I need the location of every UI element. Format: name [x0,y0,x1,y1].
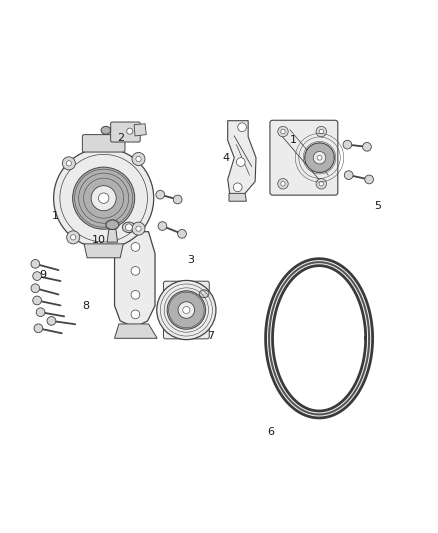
Circle shape [278,126,288,137]
Circle shape [132,222,145,235]
Text: 8: 8 [83,301,90,311]
Circle shape [156,190,165,199]
Text: 2: 2 [117,133,125,143]
Circle shape [158,222,167,230]
Ellipse shape [73,167,135,229]
Circle shape [62,157,75,170]
Ellipse shape [122,222,135,232]
Circle shape [344,171,353,180]
Circle shape [127,128,133,134]
Circle shape [173,195,182,204]
Circle shape [31,284,40,293]
Ellipse shape [157,280,216,340]
Circle shape [183,306,190,313]
Polygon shape [134,124,146,136]
Circle shape [136,156,141,161]
Text: 1: 1 [290,135,297,146]
Ellipse shape [167,291,205,329]
FancyBboxPatch shape [82,135,125,152]
Circle shape [136,226,141,231]
Circle shape [281,130,285,134]
Circle shape [67,231,80,244]
Circle shape [319,182,323,186]
Circle shape [31,260,40,268]
FancyBboxPatch shape [270,120,338,195]
Circle shape [317,155,322,160]
Circle shape [132,152,145,166]
Circle shape [131,310,140,319]
Text: 5: 5 [374,200,381,211]
Text: 10: 10 [92,236,106,245]
Ellipse shape [91,185,116,211]
Text: 4: 4 [222,152,229,163]
Circle shape [125,224,132,231]
Circle shape [233,183,242,192]
Circle shape [365,175,374,184]
Circle shape [131,290,140,299]
Circle shape [238,123,247,132]
Ellipse shape [106,220,119,230]
FancyBboxPatch shape [111,122,140,142]
Circle shape [316,126,326,137]
Circle shape [278,179,288,189]
Circle shape [343,140,352,149]
Circle shape [99,193,109,204]
Circle shape [71,235,76,240]
Ellipse shape [53,148,154,248]
Polygon shape [115,324,157,338]
Ellipse shape [305,143,334,173]
Polygon shape [229,193,247,201]
Text: 3: 3 [187,255,194,265]
Polygon shape [107,229,117,242]
Circle shape [319,130,323,134]
Circle shape [178,230,186,238]
Circle shape [316,179,326,189]
Text: 6: 6 [268,427,275,437]
Text: 9: 9 [39,270,46,280]
FancyBboxPatch shape [163,281,209,339]
Ellipse shape [199,290,209,297]
Text: 1: 1 [52,212,59,221]
Circle shape [363,142,371,151]
Circle shape [33,272,42,280]
Circle shape [131,266,140,275]
Circle shape [313,151,326,164]
Text: 7: 7 [207,331,214,341]
Ellipse shape [101,126,111,134]
Circle shape [281,182,285,186]
Circle shape [66,161,71,166]
Polygon shape [228,120,256,195]
Polygon shape [115,232,155,327]
Circle shape [36,308,45,317]
Circle shape [178,302,194,318]
Polygon shape [84,244,123,258]
Circle shape [33,296,42,305]
Circle shape [34,324,43,333]
Circle shape [237,158,245,166]
Circle shape [47,317,56,325]
Circle shape [131,243,140,251]
